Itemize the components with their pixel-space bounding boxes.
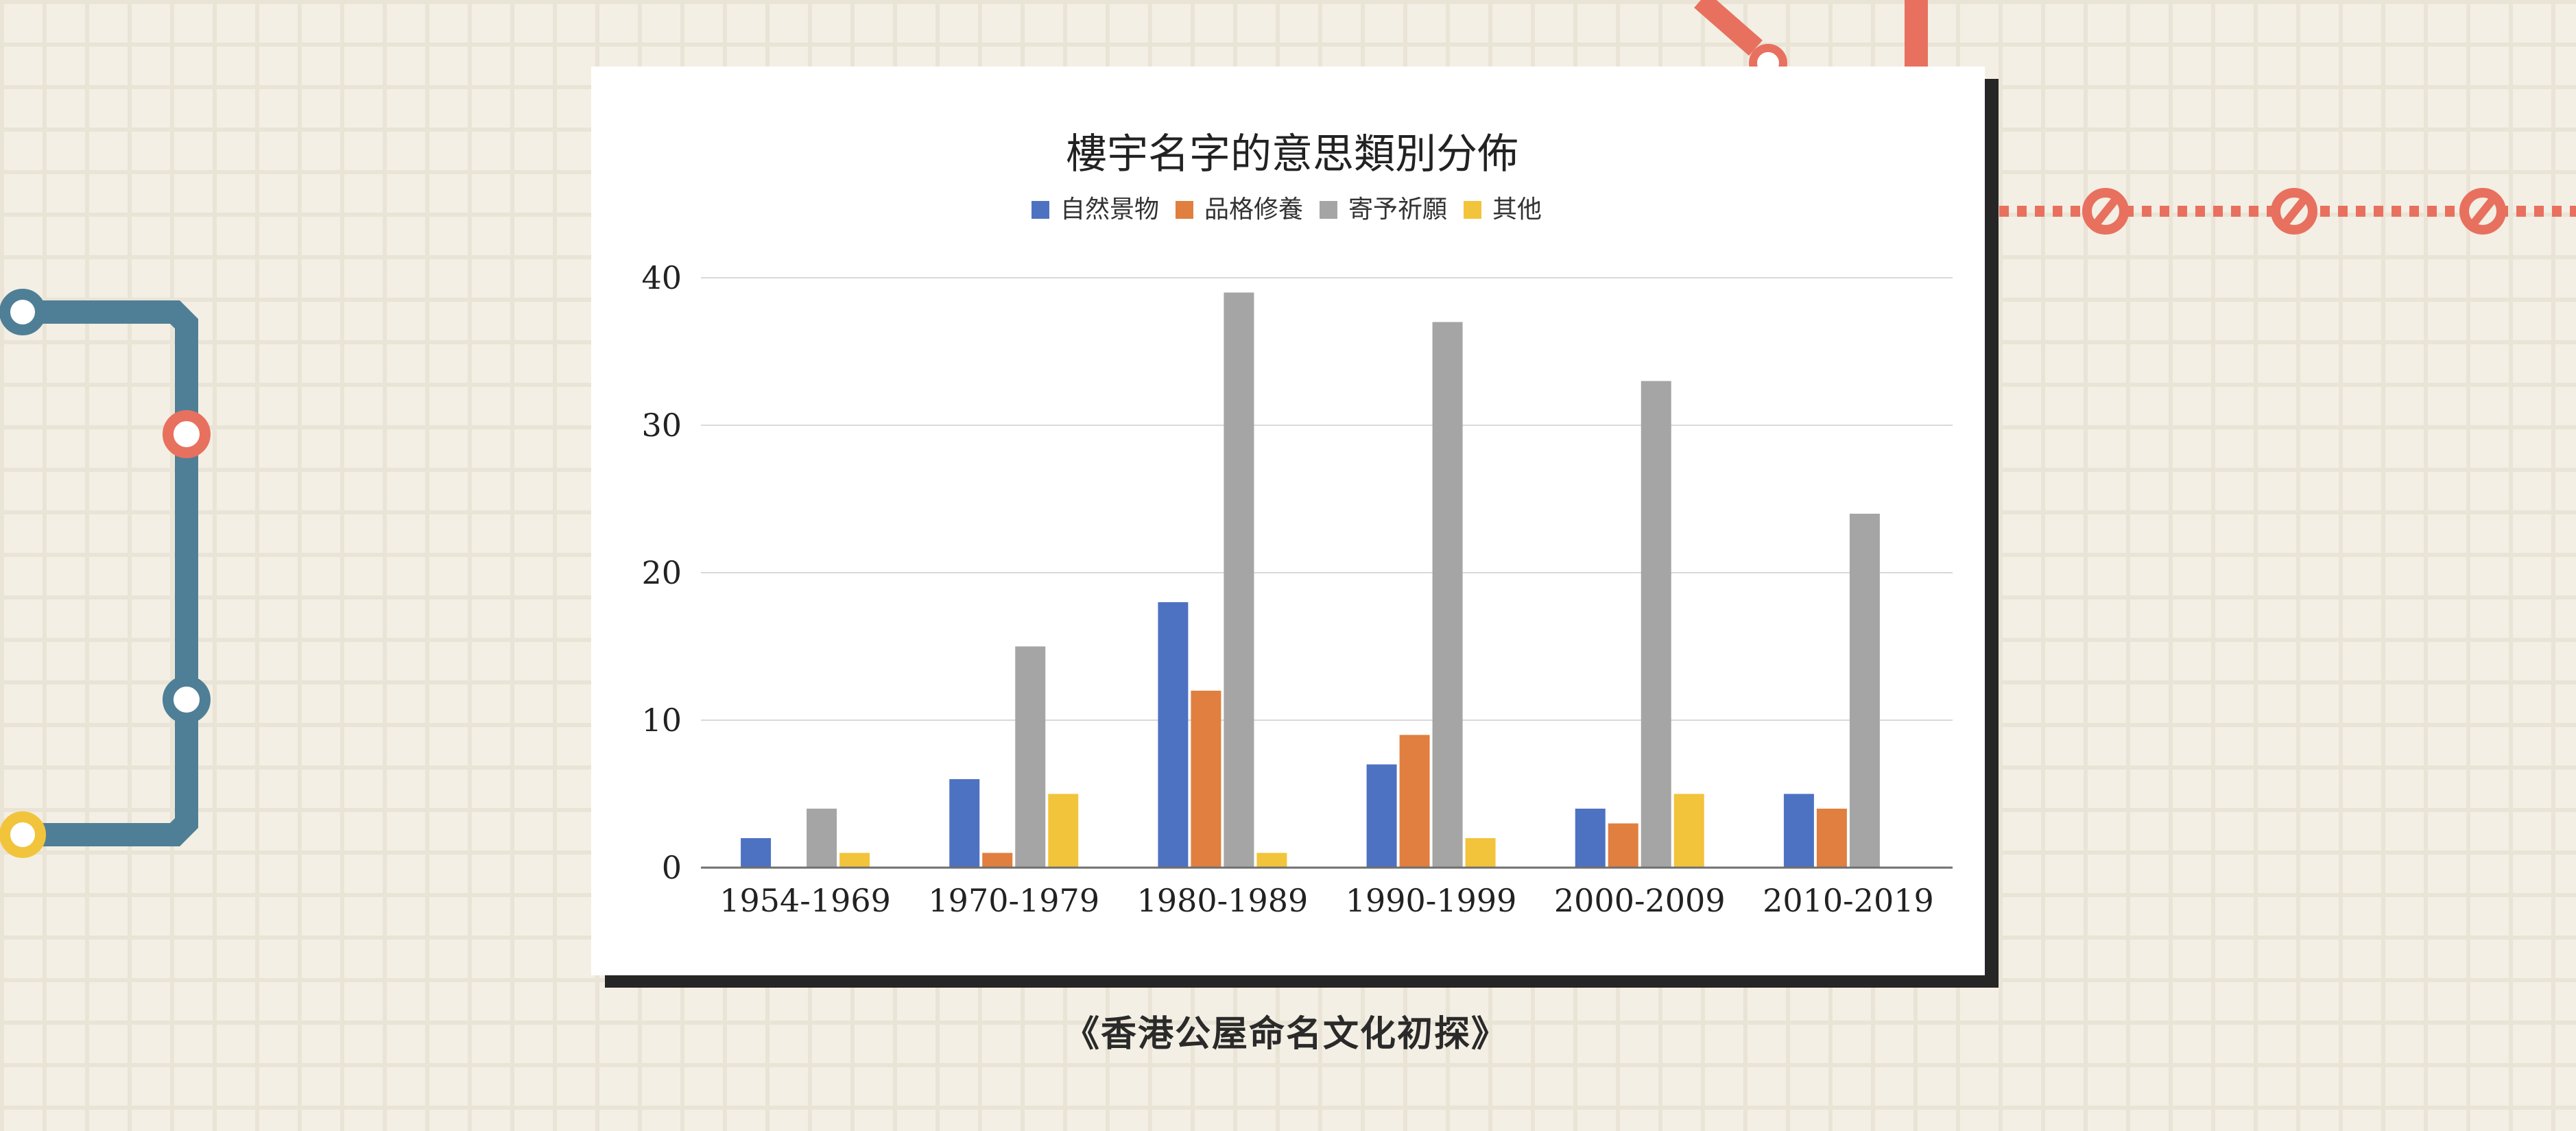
bar [1048, 794, 1079, 868]
station-marker-red-slashed [2459, 188, 2506, 235]
legend-swatch [1320, 201, 1337, 219]
bar [982, 853, 1013, 868]
legend-swatch [1176, 201, 1193, 219]
bar [1432, 322, 1463, 868]
x-tick-label: 1970-1979 [928, 882, 1099, 919]
y-tick-label: 20 [641, 554, 682, 591]
route-line-red-vertical [1905, 0, 1928, 69]
bar [1399, 735, 1430, 868]
source-caption: 《香港公屋命名文化初探》 [1063, 1014, 1508, 1055]
bar [741, 838, 772, 868]
chart-title: 樓宇名字的意思類別分佈 [1066, 130, 1518, 178]
y-tick-label: 0 [662, 849, 682, 886]
bar [1191, 691, 1221, 868]
legend-label: 其他 [1492, 195, 1542, 224]
bar [839, 853, 870, 868]
bar [1608, 823, 1638, 868]
station-marker-red [163, 410, 211, 458]
station-marker-red-slashed [2082, 188, 2129, 235]
x-tick-label: 2010-2019 [1763, 882, 1934, 919]
y-tick-label: 10 [641, 702, 682, 739]
legend-swatch [1031, 201, 1049, 219]
bar [1015, 646, 1046, 868]
bar [1849, 514, 1880, 868]
station-marker-red-slashed [2271, 188, 2317, 235]
station-marker-yellow [0, 811, 46, 858]
bar [1783, 794, 1814, 868]
station-marker-blue [0, 289, 46, 335]
bar [1158, 602, 1189, 868]
x-tick-label: 1990-1999 [1346, 882, 1517, 919]
bar [1366, 764, 1397, 868]
bar [1575, 809, 1606, 868]
bar [949, 779, 980, 868]
bar [807, 809, 837, 868]
x-tick-label: 1980-1989 [1137, 882, 1309, 919]
x-tick-label: 1954-1969 [719, 882, 891, 919]
route-line-red-diagonal [1694, 0, 1763, 56]
legend-label: 自然景物 [1060, 195, 1159, 224]
y-tick-label: 40 [641, 259, 682, 296]
bar [1224, 292, 1254, 868]
legend-swatch [1464, 201, 1481, 219]
legend-label: 品格修養 [1204, 195, 1303, 224]
bar [1465, 838, 1496, 868]
bar [1816, 809, 1847, 868]
bar [1641, 381, 1671, 868]
chart-card: 樓宇名字的意思類別分佈自然景物 品格修養 寄予祈願 其他 0 10 20 30 40 1954-1… [591, 67, 1985, 975]
legend-label: 寄予祈願 [1348, 195, 1447, 224]
y-tick-label: 30 [641, 407, 682, 444]
station-marker-blue [163, 676, 211, 724]
bar [1256, 853, 1287, 868]
bar [1673, 794, 1704, 868]
x-tick-label: 2000-2009 [1554, 882, 1726, 919]
route-line-blue [38, 300, 198, 846]
